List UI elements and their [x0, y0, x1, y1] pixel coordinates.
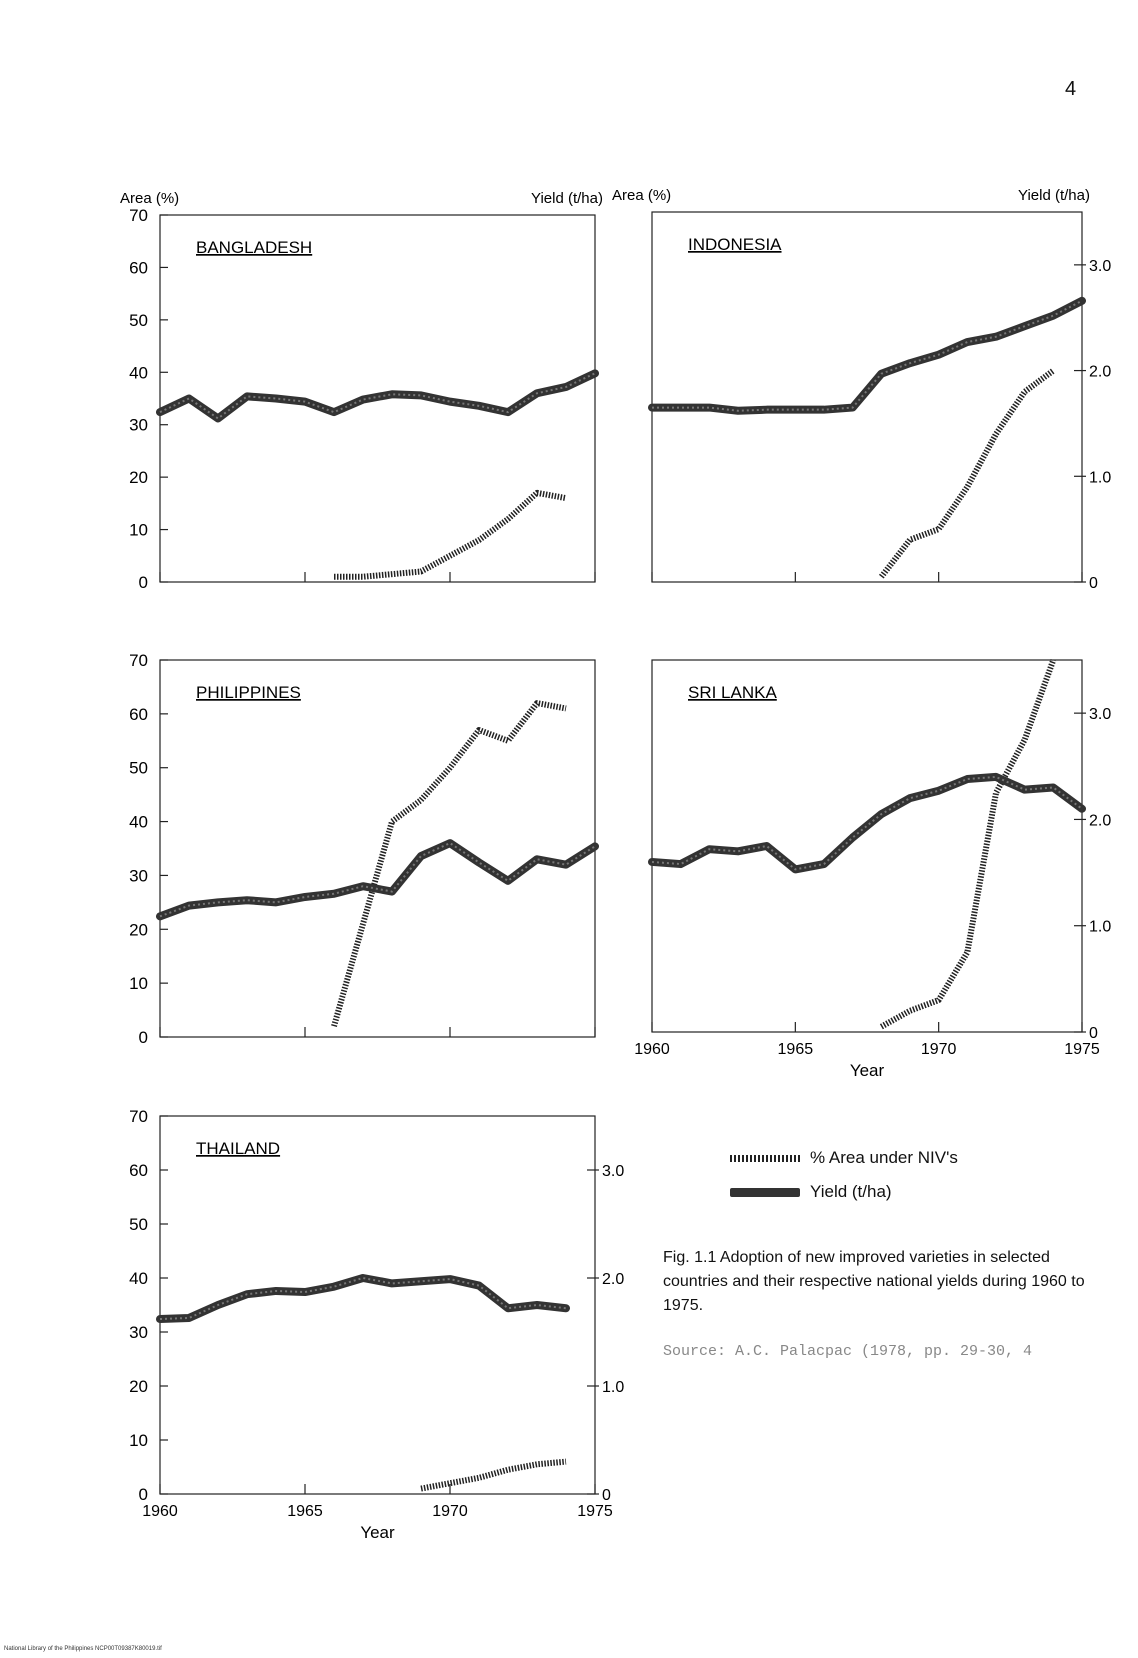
right-tick-label: 0 [1089, 1025, 1098, 1042]
right-tick-label: 1.0 [1089, 919, 1111, 936]
series-line-area-under-niv [879, 658, 1057, 1030]
right-axis-title: Yield (t/ha) [1018, 187, 1090, 204]
chart-panel-thailand: THAILAND 0 10 20 30 40 50 60 70 0 1.0 2.0 3.0 1960 196… [129, 1107, 624, 1542]
figure-caption: Fig. 1.1 Adoption of new improved variet… [663, 1249, 1085, 1314]
right-tick-label: 2.0 [602, 1271, 624, 1288]
right-tick-label: 1.0 [1089, 469, 1111, 486]
left-tick-label: 20 [129, 920, 148, 939]
x-tick-label: 1970 [921, 1041, 957, 1058]
series-line-yield [156, 1274, 570, 1324]
plot-frame [651, 659, 1083, 1033]
series-line-area-under-niv [420, 1458, 567, 1492]
left-tick-label: 50 [129, 759, 148, 778]
left-tick-label: 0 [139, 1485, 148, 1504]
left-tick-label: 30 [129, 1323, 148, 1342]
left-tick-label: 60 [129, 258, 148, 277]
legend-label-area: % Area under NIV's [810, 1148, 958, 1167]
right-tick-label: 0 [1089, 575, 1098, 592]
chart-title: INDONESIA [688, 235, 782, 254]
chart-svg-indonesia: INDONESIA 0 1.0 2.0 3.0 Area (%) Yield (t/ha) [612, 187, 1111, 592]
series-line-yield [648, 296, 1086, 415]
left-tick-label: 0 [139, 1028, 148, 1047]
chart-title: THAILAND [196, 1139, 280, 1158]
left-axis-title: Area (%) [612, 187, 671, 204]
right-tick-label: 3.0 [1089, 258, 1111, 275]
left-tick-label: 50 [129, 1215, 148, 1234]
chart-svg-thailand: THAILAND 0 10 20 30 40 50 60 70 0 1.0 2.0 3.0 1960 196… [129, 1107, 624, 1542]
chart-svg-philippines: PHILIPPINES 0 10 20 30 40 50 60 70 [129, 651, 599, 1047]
series-line-yield-texture [159, 372, 596, 420]
x-tick-label: 1975 [1064, 1041, 1100, 1058]
page-number: 4 [1065, 78, 1077, 100]
left-tick-label: 20 [129, 1377, 148, 1396]
right-tick-label: 3.0 [602, 1163, 624, 1180]
left-tick-label: 40 [129, 363, 148, 382]
legend: % Area under NIV's Yield (t/ha) [730, 1148, 958, 1216]
legend-swatch-area [730, 1154, 800, 1162]
left-tick-label: 60 [129, 1161, 148, 1180]
x-axis-title: Year [850, 1061, 885, 1080]
left-tick-label: 70 [129, 206, 148, 225]
left-tick-label: 10 [129, 1431, 148, 1450]
right-tick-label: 1.0 [602, 1379, 624, 1396]
chart-panel-bangladesh: BANGLADESH 0 10 20 30 40 50 60 70 Area (%) Yield (… [120, 190, 603, 592]
right-tick-label: 3.0 [1089, 706, 1111, 723]
chart-panel-philippines: PHILIPPINES 0 10 20 30 40 50 60 70 [129, 651, 599, 1047]
plot-frame [159, 214, 596, 583]
left-tick-label: 10 [129, 521, 148, 540]
left-tick-label: 70 [129, 1107, 148, 1126]
left-tick-label: 20 [129, 468, 148, 487]
x-tick-label: 1965 [287, 1503, 323, 1520]
chart-title: BANGLADESH [196, 238, 312, 257]
legend-item-yield: Yield (t/ha) [730, 1182, 958, 1202]
legend-label-yield: Yield (t/ha) [810, 1182, 892, 1201]
left-tick-label: 40 [129, 813, 148, 832]
series-line-area-under-niv [878, 368, 1056, 579]
chart-svg-sri-lanka: SRI LANKA 0 1.0 2.0 3.0 1960 1965 1970 1975 Year [634, 658, 1111, 1080]
chart-panel-indonesia: INDONESIA 0 1.0 2.0 3.0 Area (%) Yield (t/ha) [612, 187, 1111, 592]
series-line-yield [156, 839, 599, 921]
left-tick-label: 0 [139, 573, 148, 592]
left-tick-label: 30 [129, 416, 148, 435]
left-tick-label: 40 [129, 1269, 148, 1288]
series-line-yield-texture [652, 299, 1083, 412]
left-axis-title: Area (%) [120, 190, 179, 207]
source-note: Source: A.C. Palacpac (1978, pp. 29-30, … [663, 1343, 1033, 1360]
x-tick-label: 1970 [432, 1503, 468, 1520]
x-axis-title: Year [360, 1523, 395, 1542]
x-tick-label: 1960 [142, 1503, 178, 1520]
series-line-yield-texture [159, 1277, 567, 1321]
right-tick-label: 2.0 [1089, 364, 1111, 381]
left-tick-label: 10 [129, 974, 148, 993]
scan-footer: National Library of the Philippines NCP0… [4, 1646, 162, 1652]
series-line-yield [648, 772, 1086, 874]
series-line-area-under-niv [334, 489, 567, 580]
right-tick-label: 2.0 [1089, 812, 1111, 829]
legend-item-area: % Area under NIV's [730, 1148, 958, 1168]
plot-frame [651, 211, 1083, 583]
left-tick-label: 50 [129, 311, 148, 330]
chart-title: PHILIPPINES [196, 683, 301, 702]
legend-swatch-yield [730, 1187, 800, 1197]
right-tick-label: 0 [602, 1487, 611, 1504]
right-axis-title: Yield (t/ha) [531, 190, 603, 207]
series-line-yield [156, 369, 599, 423]
x-tick-label: 1975 [577, 1503, 613, 1520]
series-line-yield-texture [159, 842, 596, 918]
chart-title: SRI LANKA [688, 683, 777, 702]
plot-frame [159, 1115, 596, 1495]
left-tick-label: 30 [129, 866, 148, 885]
chart-panel-sri-lanka: SRI LANKA 0 1.0 2.0 3.0 1960 1965 1970 1975 Year [634, 658, 1111, 1080]
x-tick-label: 1960 [634, 1041, 670, 1058]
left-tick-label: 70 [129, 651, 148, 670]
series-line-yield-texture [651, 775, 1083, 871]
x-tick-label: 1965 [778, 1041, 814, 1058]
left-tick-label: 60 [129, 705, 148, 724]
